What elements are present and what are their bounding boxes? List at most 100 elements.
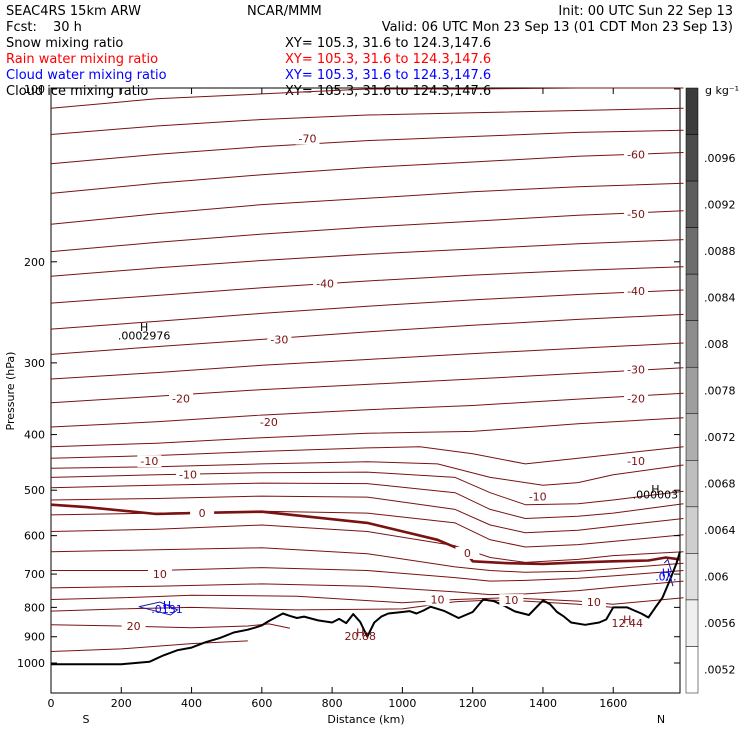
contour-label-bg <box>147 568 172 581</box>
x-end-label-north: N <box>657 713 665 726</box>
isotherm-line <box>50 503 681 566</box>
isotherm-line <box>50 482 684 519</box>
contour-label-bg <box>624 148 649 161</box>
colorbar-swatch <box>685 460 699 508</box>
x-tick-label: 1400 <box>529 697 557 710</box>
extremum-annotation: 20.88 <box>344 630 376 643</box>
field-xy-rain: XY= 105.3, 31.6 to 124.3,147.6 <box>285 52 491 67</box>
extremum-annotation: .0131 <box>151 603 183 616</box>
isotherm-line <box>50 87 684 109</box>
isotherm-label: 10 <box>504 594 518 607</box>
field-xy-snow: XY= 105.3, 31.6 to 124.3,147.6 <box>285 36 491 51</box>
isotherm-line <box>50 129 684 165</box>
colorbar-swatch <box>685 134 699 182</box>
isotherm-line <box>50 417 684 448</box>
contour-label-bg <box>525 490 550 503</box>
isotherm-line <box>50 640 248 652</box>
isotherm-line <box>50 239 684 277</box>
colorbar-label: .0056 <box>704 617 736 630</box>
isotherm-label: 10 <box>431 593 445 606</box>
colorbar-swatch <box>685 227 699 275</box>
isotherm-label: -70 <box>299 133 317 146</box>
isotherm-line <box>51 567 684 582</box>
field-name-snow: Snow mixing ratio <box>6 36 123 51</box>
isotherm-line <box>50 210 684 253</box>
colorbar-label: .0092 <box>704 198 736 211</box>
colorbar-swatch <box>685 553 699 601</box>
field-legend: Snow mixing ratio XY= 105.3, 31.6 to 124… <box>6 36 491 99</box>
contour-label-bg <box>256 415 281 428</box>
colorbar-label: .0052 <box>704 664 736 677</box>
isotherm-label: -30 <box>270 333 288 346</box>
colorbar-swatch <box>685 320 699 368</box>
isotherm-contours <box>50 87 684 652</box>
isotherm-line <box>50 446 684 465</box>
field-xy-cloud-water: XY= 105.3, 31.6 to 124.3,147.6 <box>285 68 491 83</box>
isotherm-line <box>50 367 684 404</box>
isotherm-label: 0 <box>464 547 471 560</box>
y-axis-label: Pressure (hPa) <box>4 352 17 431</box>
cloud-water-contours <box>138 558 674 616</box>
colorbar-swatch <box>685 599 699 647</box>
colorbar-units: g kg⁻¹ <box>705 84 739 97</box>
isotherm-label: 0 <box>199 507 206 520</box>
contour-label-bg <box>176 468 201 481</box>
isotherm-label: -50 <box>627 208 645 221</box>
contour-label-bg <box>455 546 480 559</box>
isotherm-line <box>50 547 684 573</box>
extremum-annotation: H <box>140 321 148 334</box>
y-tick-label: 200 <box>24 256 45 269</box>
isotherm-line <box>50 623 291 629</box>
model-title: SEAC4RS 15km ARW <box>6 4 141 19</box>
isotherm-line <box>50 266 684 304</box>
isotherm-label: 20 <box>127 620 141 633</box>
colorbar-label: .008 <box>704 338 729 351</box>
isotherm-label: -20 <box>172 392 190 405</box>
x-tick-label: 400 <box>181 697 202 710</box>
colorbar-swatch <box>685 413 699 461</box>
contour-label-bg <box>624 285 649 298</box>
extremum-annotation: H <box>163 599 171 612</box>
x-tick-label: 600 <box>251 697 272 710</box>
contour-labels: -70 -60 -50 -40 -40 -30 -30 -20 -20 -20 -10 -10 -10 -… <box>121 132 649 633</box>
isotherm-line <box>50 289 684 330</box>
axes: Pressure (hPa) Distance (km) S N 0 200 400… <box>4 83 680 726</box>
colorbar-swatch <box>685 273 699 321</box>
colorbar-label: .0068 <box>704 478 736 491</box>
y-tick-label: 800 <box>24 601 45 614</box>
isotherm-line <box>50 392 684 428</box>
field-name-rain: Rain water mixing ratio <box>6 52 158 67</box>
contour-label-bg <box>267 333 292 346</box>
x-tick-label: 800 <box>322 697 343 710</box>
extrema-annotations: H.0002976H.000003H20.88H12.44H.0131H.0… <box>118 321 678 643</box>
isotherm-label: 10 <box>587 596 601 609</box>
forecast-label: Fcst: <box>6 20 37 35</box>
contour-label-bg <box>499 594 524 607</box>
colorbar-swatch <box>685 646 699 694</box>
x-end-label-south: S <box>83 713 90 726</box>
isotherm-line <box>50 342 684 380</box>
isotherm-label: -20 <box>260 416 278 429</box>
colorbar-swatch <box>685 87 699 135</box>
y-tick-label: 400 <box>24 429 45 442</box>
init-time: Init: 00 UTC Sun 22 Sep 13 <box>558 4 733 19</box>
contour-label-bg <box>295 132 320 145</box>
y-tick-label: 900 <box>24 631 45 644</box>
organization-label: NCAR/MMM <box>247 4 322 19</box>
isotherm-label: -10 <box>140 455 158 468</box>
extremum-annotation: H <box>623 614 631 627</box>
colorbar-label: .0078 <box>704 385 736 398</box>
isotherm-line <box>50 107 684 135</box>
isotherm-line <box>50 471 684 506</box>
isotherm-line <box>50 313 684 355</box>
forecast-value: 30 h <box>53 20 82 35</box>
header: SEAC4RS 15km ARW NCAR/MMM Init: 00 UTC S… <box>6 4 733 35</box>
y-tick-label: 1000 <box>17 657 45 670</box>
contour-label-bg <box>425 593 450 606</box>
x-tick-label: 1200 <box>459 697 487 710</box>
cloud-water-contour <box>663 558 674 587</box>
isotherm-line <box>50 461 684 486</box>
isotherm-label: -40 <box>316 277 334 290</box>
x-axis-label: Distance (km) <box>327 713 404 726</box>
